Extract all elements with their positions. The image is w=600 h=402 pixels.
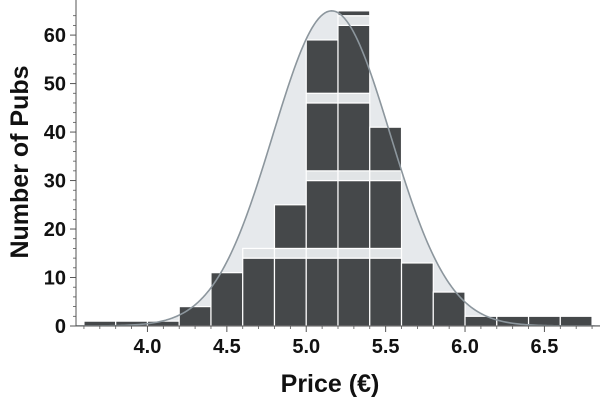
x-tick-label: 6.5 bbox=[531, 336, 559, 358]
histogram-bar-segment bbox=[559, 315, 593, 327]
histogram-bar-segment bbox=[242, 247, 276, 259]
histogram-bar-segment bbox=[305, 92, 339, 104]
histogram-bar-segment bbox=[369, 126, 403, 172]
y-tick-label: 50 bbox=[44, 74, 66, 96]
histogram-bar-segment bbox=[337, 170, 371, 182]
histogram-bar-segment bbox=[273, 247, 307, 259]
histogram-bar-segment bbox=[369, 257, 403, 327]
histogram-bar-segment bbox=[337, 179, 371, 250]
histogram-bar-segment bbox=[369, 170, 403, 182]
histogram-bar-segment bbox=[305, 39, 339, 94]
y-axis-title: Number of Pubs bbox=[6, 65, 34, 258]
y-tick-label: 60 bbox=[44, 25, 66, 47]
histogram-bar-segment bbox=[242, 257, 276, 327]
y-ticks-group: 0 10 20 30 40 50 60 bbox=[44, 15, 76, 338]
histogram-bar-segment bbox=[273, 204, 307, 250]
x-tick-label: 5.0 bbox=[292, 336, 320, 358]
x-tick-label: 6.0 bbox=[451, 336, 479, 358]
histogram-bar-segment bbox=[337, 257, 371, 327]
x-tick-label: 4.0 bbox=[134, 336, 162, 358]
y-tick-label: 10 bbox=[44, 268, 66, 290]
histogram-bar-segment bbox=[369, 247, 403, 259]
histogram-bar-segment bbox=[400, 262, 434, 327]
histogram-bar-segment bbox=[273, 257, 307, 327]
x-tick-label: 5.5 bbox=[372, 336, 400, 358]
histogram-bar-segment bbox=[305, 257, 339, 327]
histogram-bar-segment bbox=[305, 247, 339, 259]
histogram-bar-segment bbox=[305, 179, 339, 250]
bars-group bbox=[83, 10, 593, 327]
histogram-bar-segment bbox=[178, 306, 212, 327]
histogram-bar-segment bbox=[369, 179, 403, 250]
x-axis-title: Price (€) bbox=[281, 370, 380, 398]
y-tick-label: 0 bbox=[55, 316, 66, 338]
histogram-bar-segment bbox=[305, 170, 339, 182]
y-tick-label: 40 bbox=[44, 122, 66, 144]
histogram-bar-segment bbox=[337, 10, 371, 17]
x-tick-label: 4.5 bbox=[213, 336, 241, 358]
fit-curve-line bbox=[76, 10, 600, 326]
histogram-bar-segment bbox=[337, 247, 371, 259]
histogram-bar-segment bbox=[337, 92, 371, 104]
histogram-bar-segment bbox=[337, 102, 371, 172]
histogram-bar-segment bbox=[305, 102, 339, 172]
x-ticks-group: 4.0 4.5 5.0 5.5 6.0 6.5 bbox=[83, 326, 593, 358]
y-tick-label: 20 bbox=[44, 219, 66, 241]
y-tick-label: 30 bbox=[44, 171, 66, 193]
